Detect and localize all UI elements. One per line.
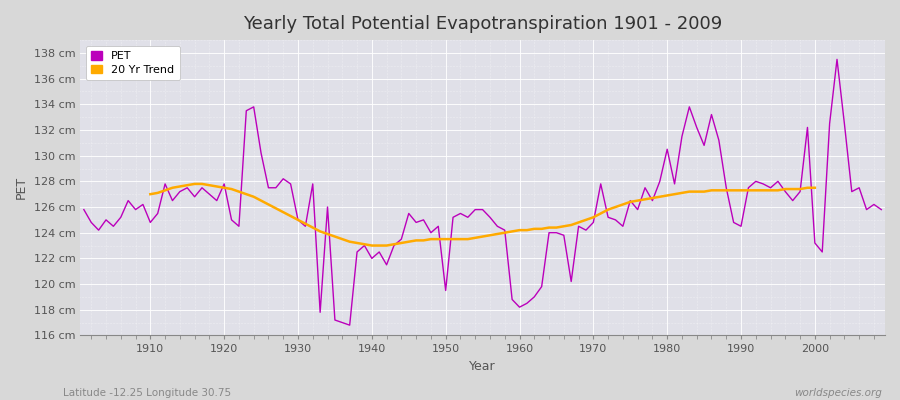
Y-axis label: PET: PET: [15, 176, 28, 199]
Text: Latitude -12.25 Longitude 30.75: Latitude -12.25 Longitude 30.75: [63, 388, 231, 398]
Legend: PET, 20 Yr Trend: PET, 20 Yr Trend: [86, 46, 180, 80]
X-axis label: Year: Year: [469, 360, 496, 373]
Text: worldspecies.org: worldspecies.org: [794, 388, 882, 398]
Title: Yearly Total Potential Evapotranspiration 1901 - 2009: Yearly Total Potential Evapotranspiratio…: [243, 15, 722, 33]
